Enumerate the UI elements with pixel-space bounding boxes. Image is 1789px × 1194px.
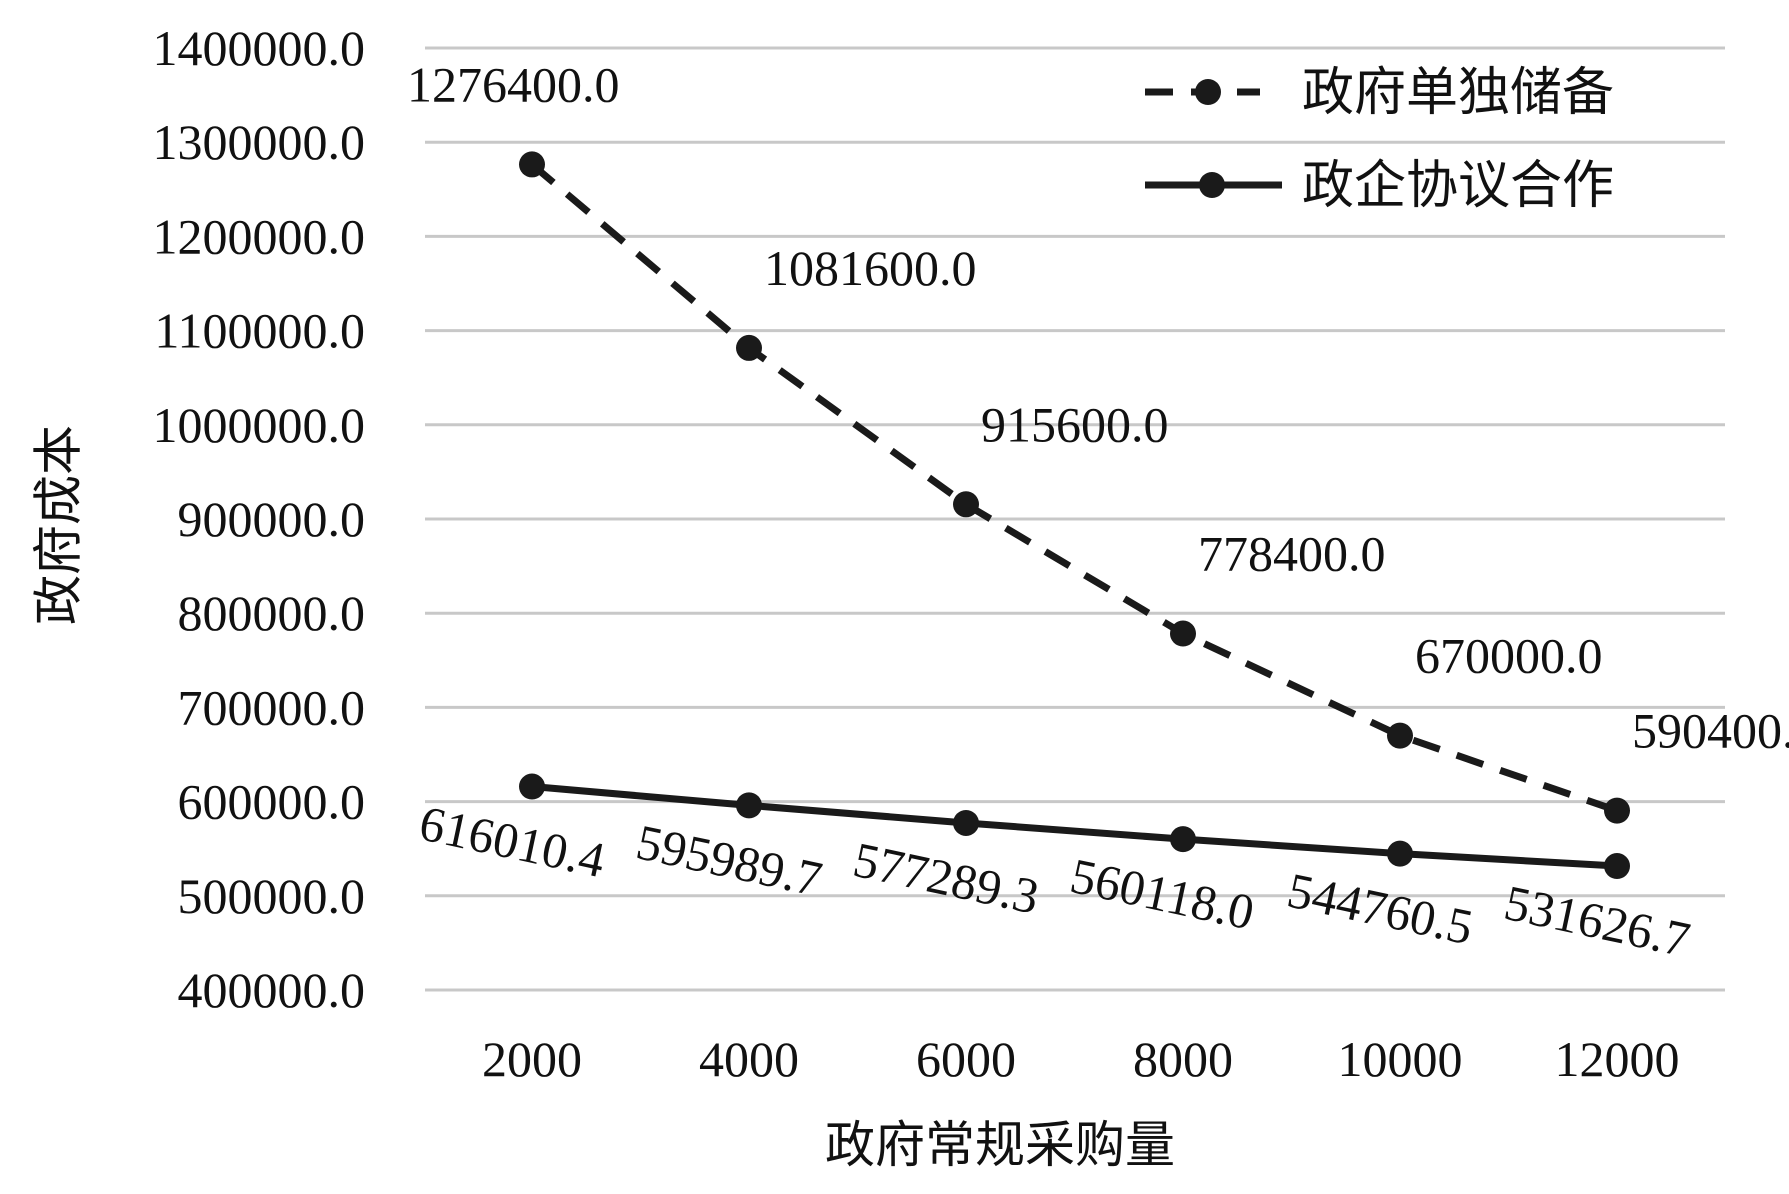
- y-tick-label: 600000.0: [178, 774, 366, 830]
- y-tick-label: 1000000.0: [153, 397, 366, 453]
- data-label-solid: 595989.7: [632, 813, 827, 907]
- data-label-solid: 560118.0: [1066, 847, 1259, 940]
- legend-item-series-2: 政企协议合作: [1145, 156, 1614, 216]
- data-label-dashed: 1081600.0: [764, 240, 977, 296]
- series-line-solid: [531, 783, 1618, 870]
- legend-label-series-2: 政企协议合作: [1302, 156, 1614, 216]
- x-tick-label: 2000: [482, 1031, 582, 1087]
- y-tick-label: 1300000.0: [153, 114, 366, 170]
- data-point-solid: [736, 792, 762, 819]
- data-label-dashed: 1276400.0: [407, 56, 620, 112]
- y-tick-label: 1200000.0: [153, 208, 366, 264]
- series-line-dashed: [529, 161, 1619, 814]
- data-point-solid: [1387, 840, 1413, 867]
- x-axis-ticks: 2000 4000 6000 8000 10000 12000: [482, 1031, 1680, 1087]
- legend-marker-dashed: [1195, 79, 1221, 105]
- data-point-dashed: [1604, 797, 1630, 824]
- data-label-solid: 544760.5: [1283, 862, 1478, 956]
- data-point-solid: [1170, 826, 1196, 853]
- data-label-solid: 577289.3: [849, 831, 1044, 925]
- data-point-dashed: [1387, 722, 1413, 749]
- x-tick-label: 12000: [1555, 1031, 1680, 1087]
- data-point-dashed: [519, 151, 545, 178]
- y-tick-label: 900000.0: [178, 491, 366, 547]
- series: [519, 151, 1630, 880]
- data-point-solid: [1604, 853, 1630, 880]
- data-point-dashed: [1170, 620, 1196, 647]
- y-tick-label: 800000.0: [178, 585, 366, 641]
- x-tick-label: 6000: [916, 1031, 1016, 1087]
- grid-lines: [425, 46, 1725, 992]
- data-label-solid: 531626.7: [1500, 874, 1695, 968]
- data-point-dashed: [736, 334, 762, 361]
- legend-marker-solid: [1199, 172, 1225, 198]
- data-label-dashed: 778400.0: [1198, 526, 1386, 582]
- y-tick-label: 1100000.0: [154, 303, 365, 359]
- data-label-dashed: 590400.0: [1632, 703, 1789, 759]
- x-tick-label: 8000: [1133, 1031, 1233, 1087]
- legend-item-series-1: 政府单独储备: [1145, 63, 1614, 123]
- legend-label-series-1: 政府单独储备: [1302, 63, 1614, 123]
- y-tick-label: 700000.0: [178, 679, 366, 735]
- legend: 政府单独储备 政企协议合作: [1145, 63, 1614, 216]
- y-tick-label: 400000.0: [178, 962, 366, 1018]
- data-label-dashed: 670000.0: [1415, 628, 1603, 684]
- data-label-dashed: 915600.0: [981, 396, 1169, 452]
- data-point-dashed: [953, 491, 979, 518]
- data-point-solid: [519, 773, 545, 800]
- data-point-solid: [953, 809, 979, 836]
- data-label-solid: 616010.4: [415, 795, 610, 889]
- y-tick-label: 500000.0: [178, 868, 366, 924]
- y-tick-label: 1400000.0: [153, 20, 366, 76]
- x-tick-label: 10000: [1338, 1031, 1463, 1087]
- y-axis-title: 政府成本: [30, 425, 88, 625]
- x-axis-title: 政府常规采购量: [825, 1116, 1175, 1174]
- x-tick-label: 4000: [699, 1031, 799, 1087]
- y-axis-ticks: 400000.0 500000.0 600000.0 700000.0 800000.0…: [153, 20, 366, 1018]
